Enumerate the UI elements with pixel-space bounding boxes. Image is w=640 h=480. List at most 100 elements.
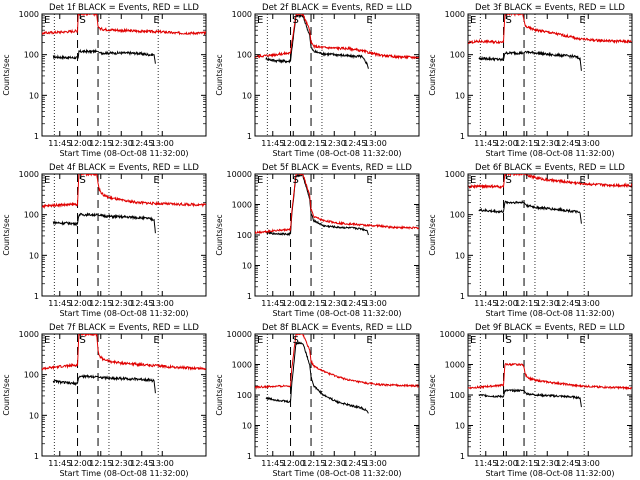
x-tick-label: 11:45 bbox=[48, 299, 71, 308]
y-axis-label: Counts/sec bbox=[428, 214, 437, 255]
series-line-events bbox=[265, 341, 369, 414]
plot-frame bbox=[467, 13, 633, 137]
x-tick-label: 12:00 bbox=[495, 299, 518, 308]
x-tick-label: 12:30 bbox=[323, 139, 346, 148]
y-tick-label: 100 bbox=[450, 391, 465, 400]
x-axis-label: Start Time (08-Oct-08 11:32:00) bbox=[485, 149, 614, 158]
y-tick-label: 1 bbox=[460, 452, 465, 461]
x-tick-label: 12:00 bbox=[282, 459, 305, 468]
panel-title: Det 3f BLACK = Events, RED = LLD bbox=[475, 3, 625, 13]
interval-marker-label: S bbox=[506, 175, 512, 186]
series-line-lld bbox=[255, 14, 419, 60]
interval-marker-label: E bbox=[153, 175, 159, 186]
detector-panel-8: Det 8f BLACK = Events, RED = LLD E S E 1 10 10… bbox=[215, 323, 420, 478]
x-tick-label: 13:00 bbox=[151, 139, 174, 148]
x-tick-label: 12:45 bbox=[343, 459, 366, 468]
interval-marker-label: E bbox=[366, 335, 372, 346]
detector-panel-5: Det 5f BLACK = Events, RED = LLD E S E 1 10 10… bbox=[215, 163, 420, 318]
x-tick-label: 12:15 bbox=[89, 459, 112, 468]
x-tick-label: 12:30 bbox=[536, 459, 559, 468]
x-tick-label: 11:45 bbox=[261, 299, 284, 308]
series-line-events bbox=[478, 50, 582, 71]
y-tick-label: 10 bbox=[242, 262, 252, 271]
x-tick-label: 12:00 bbox=[495, 459, 518, 468]
plot-frame bbox=[254, 173, 420, 297]
interval-marker-label: S bbox=[80, 335, 86, 346]
x-axis-label: Start Time (08-Oct-08 11:32:00) bbox=[59, 309, 188, 318]
detector-panel-6: Det 6f BLACK = Events, RED = LLD E S E 1 10 10… bbox=[428, 163, 633, 318]
series-line-lld bbox=[468, 14, 632, 45]
interval-marker-label: S bbox=[80, 175, 86, 186]
y-tick-label: 10 bbox=[29, 251, 39, 260]
x-tick-label: 12:15 bbox=[515, 139, 538, 148]
y-axis-label: Counts/sec bbox=[215, 54, 224, 95]
interval-marker-label: E bbox=[366, 175, 372, 186]
x-tick-label: 12:00 bbox=[69, 139, 92, 148]
interval-marker-label: E bbox=[44, 335, 50, 346]
x-tick-label: 12:45 bbox=[130, 299, 153, 308]
x-tick-label: 12:00 bbox=[69, 299, 92, 308]
interval-marker-label: E bbox=[579, 175, 585, 186]
x-axis-label: Start Time (08-Oct-08 11:32:00) bbox=[485, 309, 614, 318]
y-tick-label: 100 bbox=[24, 371, 39, 380]
y-tick-label: 1 bbox=[460, 132, 465, 141]
interval-marker-label: S bbox=[80, 15, 86, 26]
x-tick-label: 12:30 bbox=[110, 139, 133, 148]
y-tick-label: 10 bbox=[29, 91, 39, 100]
x-tick-label: 12:15 bbox=[515, 459, 538, 468]
y-tick-label: 10 bbox=[242, 422, 252, 431]
panel-title: Det 5f BLACK = Events, RED = LLD bbox=[262, 163, 412, 173]
x-tick-label: 12:00 bbox=[282, 299, 305, 308]
y-tick-label: 1000 bbox=[19, 170, 39, 179]
x-axis-label: Start Time (08-Oct-08 11:32:00) bbox=[59, 469, 188, 478]
y-tick-label: 1000 bbox=[232, 201, 252, 210]
x-tick-label: 12:15 bbox=[515, 299, 538, 308]
x-tick-label: 12:45 bbox=[556, 459, 579, 468]
plot-frame bbox=[467, 333, 633, 457]
x-tick-label: 13:00 bbox=[151, 459, 174, 468]
series-line-events bbox=[478, 199, 582, 224]
y-axis-label: Counts/sec bbox=[2, 54, 11, 95]
interval-marker-label: E bbox=[153, 335, 159, 346]
interval-marker-label: E bbox=[44, 15, 50, 26]
series-line-lld bbox=[42, 14, 206, 37]
series-line-lld bbox=[42, 174, 206, 210]
detector-panel-3: Det 3f BLACK = Events, RED = LLD E S E 1 10 10… bbox=[428, 3, 633, 158]
y-axis-label: Counts/sec bbox=[2, 214, 11, 255]
series-line-events bbox=[52, 48, 156, 64]
y-tick-label: 10 bbox=[455, 422, 465, 431]
y-tick-label: 1000 bbox=[445, 10, 465, 19]
y-tick-label: 1000 bbox=[19, 330, 39, 339]
x-tick-label: 12:45 bbox=[130, 459, 153, 468]
y-axis-label: Counts/sec bbox=[215, 374, 224, 415]
x-tick-label: 12:30 bbox=[536, 299, 559, 308]
x-tick-label: 12:45 bbox=[343, 139, 366, 148]
y-tick-label: 1 bbox=[460, 292, 465, 301]
interval-marker-label: S bbox=[293, 335, 299, 346]
panel-title: Det 2f BLACK = Events, RED = LLD bbox=[262, 3, 412, 13]
plot-frame bbox=[254, 333, 420, 457]
plot-frame bbox=[41, 333, 207, 457]
series-line-events bbox=[265, 14, 369, 69]
y-axis-label: Counts/sec bbox=[428, 374, 437, 415]
series-line-lld bbox=[468, 362, 632, 391]
interval-marker-label: E bbox=[257, 175, 263, 186]
y-tick-label: 1 bbox=[34, 292, 39, 301]
x-tick-label: 12:30 bbox=[536, 139, 559, 148]
y-tick-label: 100 bbox=[450, 51, 465, 60]
y-tick-label: 100 bbox=[237, 51, 252, 60]
plot-frame bbox=[467, 173, 633, 297]
x-tick-label: 12:30 bbox=[323, 459, 346, 468]
detector-panel-7: Det 7f BLACK = Events, RED = LLD E S E 1 10 10… bbox=[2, 323, 207, 478]
x-tick-label: 12:30 bbox=[110, 459, 133, 468]
interval-marker-label: S bbox=[293, 175, 299, 186]
detector-panel-1: Det 1f BLACK = Events, RED = LLD E S E 1 10 10… bbox=[2, 3, 207, 158]
x-axis-label: Start Time (08-Oct-08 11:32:00) bbox=[485, 469, 614, 478]
interval-marker-label: S bbox=[293, 15, 299, 26]
panel-title: Det 9f BLACK = Events, RED = LLD bbox=[475, 323, 625, 333]
y-tick-label: 1 bbox=[34, 452, 39, 461]
x-tick-label: 11:45 bbox=[474, 299, 497, 308]
x-tick-label: 12:45 bbox=[130, 139, 153, 148]
y-tick-label: 10 bbox=[455, 91, 465, 100]
